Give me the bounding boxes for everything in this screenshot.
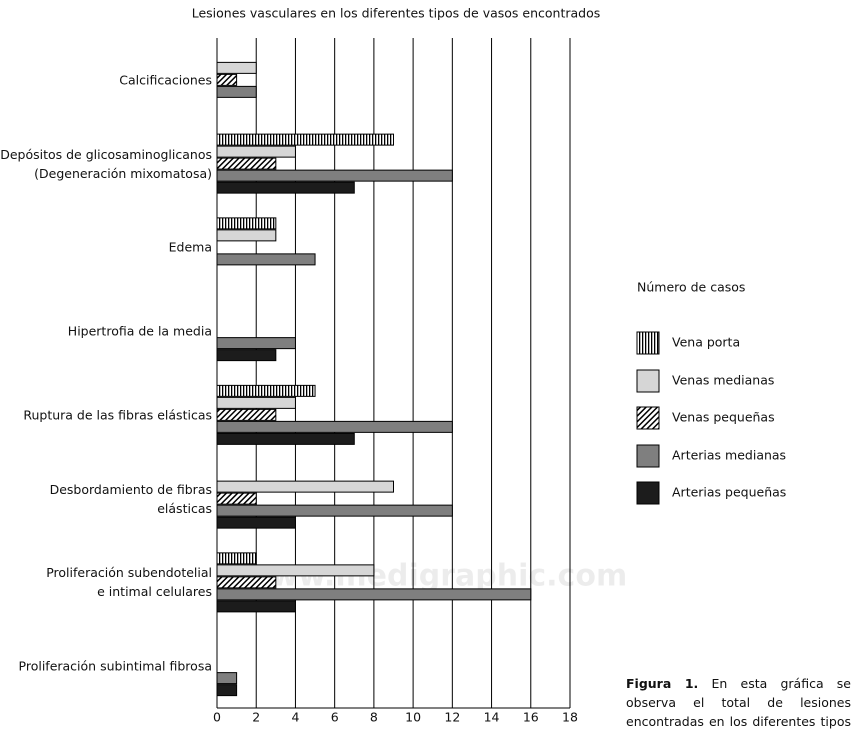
legend-swatch — [636, 444, 660, 468]
bar — [216, 600, 296, 613]
legend-label: Arterias medianas — [672, 448, 786, 463]
bar — [216, 432, 355, 445]
bar — [216, 337, 296, 350]
caption: Figura 1. En esta gráfica se observa el … — [626, 674, 851, 731]
x-tick-label: 0 — [213, 710, 221, 725]
caption-label: Figura 1. — [626, 676, 699, 691]
legend-label: Vena porta — [672, 335, 740, 350]
bar — [216, 396, 296, 409]
x-tick-label: 18 — [562, 710, 578, 725]
bar — [216, 420, 453, 433]
legend-swatch — [636, 369, 660, 393]
bar — [216, 85, 257, 98]
category-label: Calcificaciones — [119, 72, 212, 88]
bar — [216, 588, 532, 601]
category-label: Desbordamiento de fibras elásticas — [49, 481, 212, 516]
legend-swatch — [636, 331, 660, 355]
legend-swatch — [636, 406, 660, 430]
x-tick-label: 12 — [444, 710, 460, 725]
bar — [216, 61, 257, 74]
bar — [216, 516, 296, 529]
bar — [216, 181, 355, 194]
x-tick-label: 16 — [523, 710, 539, 725]
bar — [216, 564, 375, 577]
x-tick-label: 10 — [405, 710, 421, 725]
bar — [216, 552, 257, 565]
bar — [216, 480, 394, 493]
bar — [216, 157, 277, 170]
bar — [216, 408, 277, 421]
chart-title: Lesiones vasculares en los diferentes ti… — [192, 6, 601, 21]
category-label: Hipertrofia de la media — [67, 323, 212, 339]
bar — [216, 384, 316, 397]
legend-title: Número de casos — [637, 280, 745, 295]
x-tick-label: 14 — [484, 710, 500, 725]
bar — [216, 229, 277, 242]
bar — [216, 73, 238, 86]
bar — [216, 169, 453, 182]
legend-label: Venas pequeñas — [672, 410, 775, 425]
bar — [216, 492, 257, 505]
legend-label: Venas medianas — [672, 373, 774, 388]
bar — [216, 217, 277, 230]
bar — [216, 349, 277, 362]
x-tick-label: 6 — [331, 710, 339, 725]
category-label: Proliferación subintimal fibrosa — [18, 658, 212, 674]
category-label: Proliferación subendotelial e intimal ce… — [46, 565, 212, 600]
caption-text: En esta gráfica se observa el total de l… — [626, 676, 851, 729]
legend-label: Arterias pequeñas — [672, 485, 786, 500]
x-tick-label: 8 — [370, 710, 378, 725]
bar — [216, 504, 453, 517]
x-tick-label: 4 — [291, 710, 299, 725]
category-label: Depósitos de glicosaminoglicanos (Degene… — [0, 146, 212, 181]
x-tick-label: 2 — [252, 710, 260, 725]
bar — [216, 133, 394, 146]
bar — [216, 672, 238, 685]
category-label: Edema — [168, 239, 212, 255]
legend-swatch — [636, 481, 660, 505]
category-label: Ruptura de las fibras elásticas — [23, 407, 212, 423]
bar — [216, 253, 316, 266]
bar — [216, 684, 238, 697]
bar — [216, 576, 277, 589]
bar — [216, 145, 296, 158]
